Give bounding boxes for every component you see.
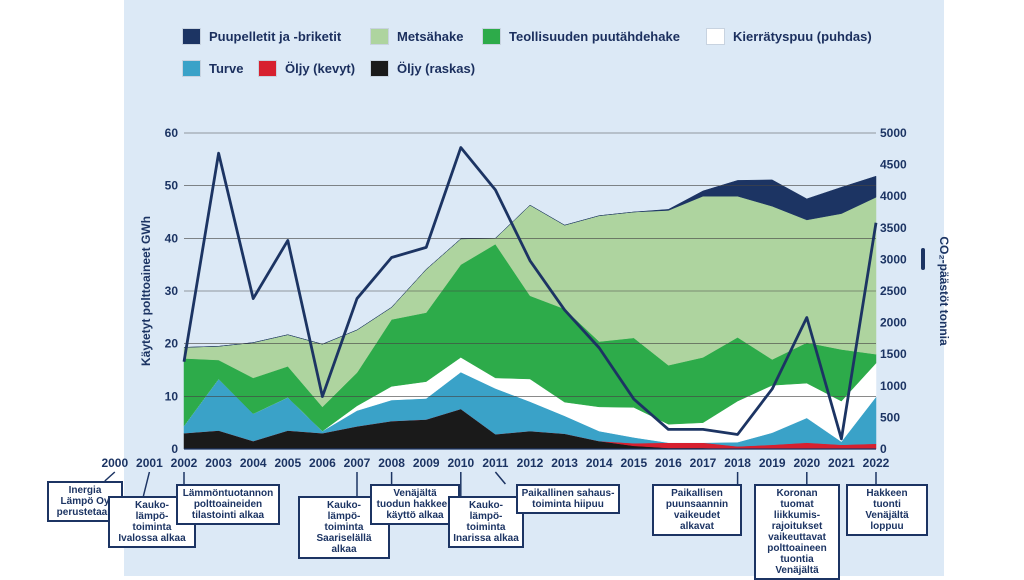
x-tick-label: 2013 — [551, 456, 578, 470]
legend-item-peat: Turve — [182, 60, 243, 77]
x-tick-label: 2019 — [759, 456, 786, 470]
x-tick-label: 2008 — [378, 456, 405, 470]
y2-tick-label: 1500 — [880, 347, 907, 361]
legend-label-pellets: Puupelletit ja -briketit — [209, 29, 342, 44]
annotation-2022: Hakkeen tuonti Venäjältä loppuu — [846, 484, 928, 536]
legend-swatch-pellets — [182, 28, 201, 45]
x-tick-label: 2002 — [171, 456, 198, 470]
x-tick-label: 2022 — [863, 456, 890, 470]
legend-label-recycled-wood: Kierrätyspuu (puhdas) — [733, 29, 872, 44]
y-tick-label: 20 — [165, 337, 179, 351]
annotation-connector — [494, 471, 506, 485]
legend-swatch-forest-chips — [370, 28, 389, 45]
x-tick-label: 2016 — [655, 456, 682, 470]
legend-label-heavy-oil: Öljy (raskas) — [397, 61, 476, 76]
x-tick-label: 2003 — [205, 456, 232, 470]
y2-axis-label: CO₂-päästöt tonnia — [937, 236, 951, 346]
y-axis-label: Käytetyt polttoaineet GWh — [139, 216, 153, 366]
legend-swatch-industrial-chips — [482, 28, 501, 45]
y2-tick-label: 4000 — [880, 189, 907, 203]
legend-label-peat: Turve — [209, 61, 244, 76]
legend-label-industrial-chips: Teollisuuden puutähdehake — [509, 29, 680, 44]
y2-tick-label: 2000 — [880, 316, 907, 330]
x-tick-label: 2018 — [724, 456, 751, 470]
annotation-connector — [104, 471, 116, 482]
legend-label-light-oil: Öljy (kevyt) — [285, 61, 356, 76]
x-tick-label: 2001 — [136, 456, 163, 470]
legend-item-industrial-chips: Teollisuuden puutähdehake — [482, 28, 680, 45]
y2-tick-label: 3000 — [880, 252, 907, 266]
y-tick-label: 50 — [165, 179, 179, 193]
x-tick-label: 2009 — [413, 456, 440, 470]
annotation-2011: Paikallinen sahaus- toiminta hiipuu — [516, 484, 620, 514]
annotation-2008: Venäjältä tuodun hakkeen käyttö alkaa — [370, 484, 460, 525]
legend-label-forest-chips: Metsähake — [397, 29, 464, 44]
y2-tick-label: 4500 — [880, 158, 907, 172]
x-tick-label: 2007 — [344, 456, 371, 470]
y2-tick-label: 3500 — [880, 221, 907, 235]
legend-swatch-light-oil — [258, 60, 277, 77]
y-tick-label: 0 — [171, 442, 178, 456]
x-tick-label: 2006 — [309, 456, 336, 470]
annotation-2020: Koronan tuomat liikkumis- rajoitukset va… — [754, 484, 840, 580]
y-tick-label: 40 — [165, 231, 179, 245]
legend-swatch-peat — [182, 60, 201, 77]
annotation-connector — [142, 471, 151, 497]
legend-item-light-oil: Öljy (kevyt) — [258, 60, 355, 77]
y2-tick-label: 2500 — [880, 284, 907, 298]
y-tick-label: 10 — [165, 389, 179, 403]
annotation-2018: Paikallisen puunsaannin vaikeudet alkava… — [652, 484, 742, 536]
y2-tick-label: 500 — [880, 410, 900, 424]
y2-tick-label: 1000 — [880, 379, 907, 393]
co2-line — [182, 146, 878, 441]
area-puupelletit-ja-briketit — [183, 175, 877, 348]
annotation-2010: Kauko- lämpö- toiminta Inarissa alkaa — [448, 496, 524, 548]
x-tick-label: 2010 — [447, 456, 474, 470]
x-tick-label: 2017 — [690, 456, 717, 470]
x-tick-label: 2005 — [274, 456, 301, 470]
x-tick-label: 2015 — [620, 456, 647, 470]
x-tick-label: 2011 — [482, 456, 508, 470]
legend-item-pellets: Puupelletit ja -briketit — [182, 28, 341, 45]
y-tick-label: 30 — [165, 284, 179, 298]
x-tick-label: 2000 — [101, 456, 128, 470]
y2-tick-label: 0 — [880, 442, 887, 456]
y2-tick-label: 5000 — [880, 126, 907, 140]
x-tick-label: 2020 — [793, 456, 820, 470]
x-tick-label: 2021 — [828, 456, 855, 470]
x-tick-label: 2004 — [240, 456, 267, 470]
y-tick-label: 60 — [165, 126, 179, 140]
legend-swatch-recycled-wood — [706, 28, 725, 45]
legend-item-recycled-wood: Kierrätyspuu (puhdas) — [706, 28, 872, 45]
legend-item-forest-chips: Metsähake — [370, 28, 463, 45]
legend-swatch-heavy-oil — [370, 60, 389, 77]
x-tick-label: 2012 — [517, 456, 544, 470]
legend-item-heavy-oil: Öljy (raskas) — [370, 60, 475, 77]
x-tick-label: 2014 — [586, 456, 613, 470]
annotation-2002: Lämmöntuotannon polttoaineiden tilastoin… — [176, 484, 280, 525]
